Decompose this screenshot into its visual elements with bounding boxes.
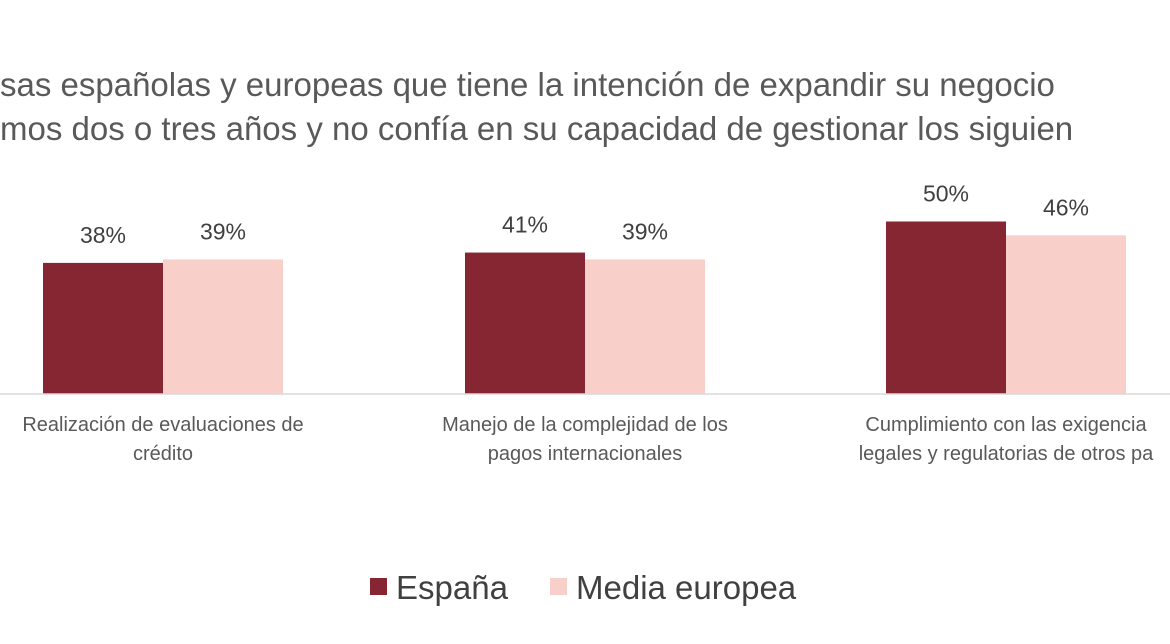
- category-label-0-line-0: Realización de evaluaciones de: [22, 414, 303, 436]
- data-label-espana-0: 38%: [80, 222, 126, 248]
- legend: España Media europea: [370, 569, 797, 606]
- category-label-2-line-1: legales y regulatorias de otros pa: [859, 443, 1154, 465]
- bar-media-europea-2: [1006, 235, 1126, 394]
- data-label-media-europea-2: 46%: [1043, 194, 1089, 220]
- legend-swatch-espana: [370, 578, 387, 595]
- data-label-media-europea-0: 39%: [200, 218, 246, 244]
- data-labels-group: 38% 41% 50% 39% 39% 46%: [80, 181, 1089, 248]
- legend-label-espana: España: [396, 569, 509, 606]
- chart-title-line-1: sas españolas y europeas que tiene la in…: [0, 66, 1055, 103]
- bar-espana-1: [465, 252, 585, 394]
- legend-swatch-media-europea: [550, 578, 567, 595]
- legend-label-media-europea: Media europea: [576, 569, 797, 606]
- chart-title-line-2: mos dos o tres años y no confía en su ca…: [0, 110, 1073, 147]
- bars-group: [43, 221, 1126, 394]
- data-label-espana-1: 41%: [502, 212, 548, 238]
- category-label-0-line-1: crédito: [133, 443, 193, 465]
- data-label-espana-2: 50%: [923, 181, 969, 207]
- bar-media-europea-0: [163, 259, 283, 394]
- data-label-media-europea-1: 39%: [622, 218, 668, 244]
- category-label-1-line-0: Manejo de la complejidad de los: [442, 414, 728, 436]
- bar-espana-0: [43, 262, 163, 394]
- bar-media-europea-1: [585, 259, 705, 394]
- chart-title: sas españolas y europeas que tiene la in…: [0, 66, 1073, 147]
- category-label-2-line-0: Cumplimiento con las exigencia: [865, 414, 1147, 436]
- category-label-1-line-1: pagos internacionales: [488, 443, 683, 465]
- bar-espana-2: [886, 221, 1006, 394]
- category-labels-group: Realización de evaluaciones de crédito Man…: [22, 414, 1154, 465]
